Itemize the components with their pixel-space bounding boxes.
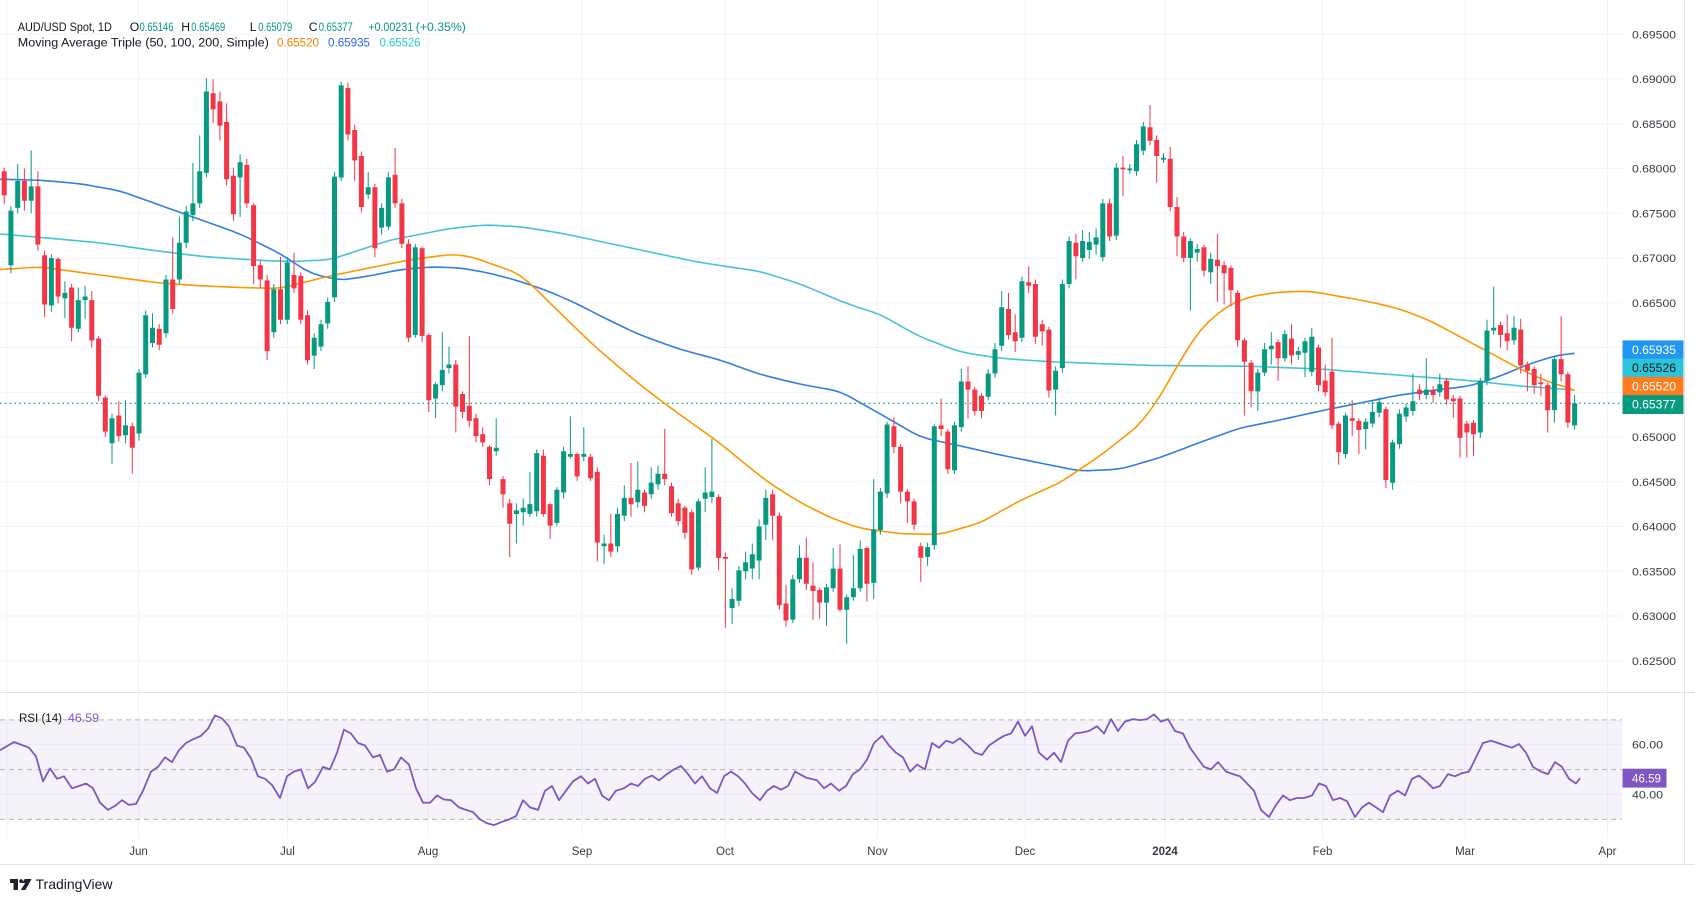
svg-text:Sep: Sep [572,846,592,858]
svg-text:0.65935: 0.65935 [328,36,370,50]
svg-text:RSI (14): RSI (14) [19,711,62,725]
svg-text:0.65469: 0.65469 [191,20,225,34]
svg-text:40.00: 40.00 [1632,790,1663,802]
svg-text:46.59: 46.59 [1632,773,1661,785]
svg-text:0.64000: 0.64000 [1632,522,1676,534]
svg-text:Aug: Aug [418,846,438,858]
svg-text:0.63500: 0.63500 [1632,566,1676,578]
svg-text:0.64500: 0.64500 [1632,477,1676,489]
svg-text:O: O [130,20,139,34]
svg-text:0.65935: 0.65935 [1632,345,1676,357]
svg-text:Jun: Jun [129,846,148,858]
svg-text:(+0.35%): (+0.35%) [416,20,466,34]
svg-text:0.63000: 0.63000 [1632,611,1676,623]
svg-text:Oct: Oct [716,846,735,858]
svg-text:0.69500: 0.69500 [1632,29,1676,41]
svg-text:0.62500: 0.62500 [1632,656,1676,668]
svg-text:0.65526: 0.65526 [1632,363,1676,375]
svg-text:0.65520: 0.65520 [277,36,319,50]
svg-text:0.65000: 0.65000 [1632,432,1676,444]
svg-text:0.65520: 0.65520 [1632,382,1676,394]
svg-text:0.68000: 0.68000 [1632,164,1676,176]
svg-text:AUD/USD Spot, 1D: AUD/USD Spot, 1D [18,20,112,34]
svg-text:0.65526: 0.65526 [380,36,421,50]
svg-text:L: L [250,20,257,34]
svg-text:Moving Average Triple (50, 100: Moving Average Triple (50, 100, 200, Sim… [18,36,269,50]
svg-text:Apr: Apr [1599,846,1617,858]
svg-text:0.66500: 0.66500 [1632,298,1676,310]
svg-text:Jul: Jul [280,846,295,858]
svg-text:0.65377: 0.65377 [1632,400,1676,412]
svg-text:+0.00231: +0.00231 [368,20,413,34]
svg-text:0.65146: 0.65146 [140,20,174,34]
svg-text:0.67500: 0.67500 [1632,208,1676,220]
svg-text:60.00: 60.00 [1632,740,1663,752]
svg-text:0.65377: 0.65377 [319,20,353,34]
svg-text:Mar: Mar [1455,846,1475,858]
svg-text:2024: 2024 [1152,846,1178,858]
svg-text:C: C [309,20,318,34]
svg-text:0.69000: 0.69000 [1632,74,1676,86]
svg-text:Nov: Nov [867,846,888,858]
svg-text:0.67000: 0.67000 [1632,253,1676,265]
svg-text:H: H [181,20,190,34]
svg-text:TradingView: TradingView [36,876,114,892]
svg-text:Feb: Feb [1313,846,1333,858]
svg-text:0.65079: 0.65079 [258,20,292,34]
svg-text:46.59: 46.59 [68,711,99,725]
svg-text:Dec: Dec [1015,846,1036,858]
svg-text:0.68500: 0.68500 [1632,119,1676,131]
